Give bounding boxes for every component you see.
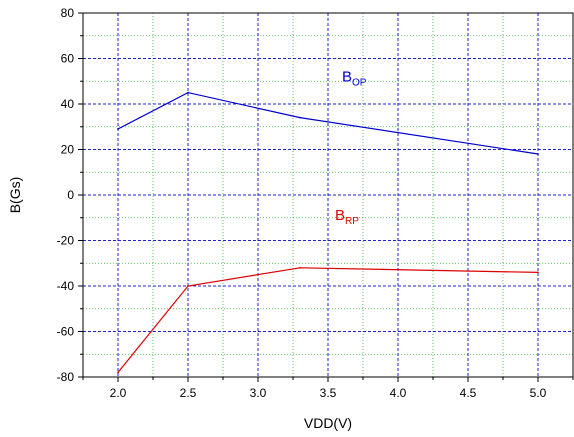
axis-ticks: 2.0 2.5 3.0 3.5 4.0 4.5 5.0 -80 -60 -40 -20 0 20 40 60… <box>57 6 574 400</box>
x-tick-label: 2.0 <box>110 386 127 400</box>
data-point-brp <box>117 371 119 374</box>
major-grid <box>83 13 573 377</box>
data-point-bop <box>117 128 119 130</box>
y-tick-label: 40 <box>61 97 75 111</box>
y-tick-label: -60 <box>57 325 75 339</box>
series-annotation-brp: BRP <box>335 207 359 227</box>
annotation-subscript: RP <box>345 216 359 227</box>
y-tick-label: -80 <box>57 370 75 384</box>
data-point-brp <box>537 271 539 274</box>
annotation-subscript: OP <box>352 77 367 88</box>
x-tick-label: 3.5 <box>320 386 337 400</box>
y-tick-label: 20 <box>61 143 75 157</box>
x-tick-label: 4.0 <box>390 386 407 400</box>
y-tick-label: -20 <box>57 234 75 248</box>
data-point-bop <box>187 91 189 94</box>
series-line-bop <box>117 91 539 155</box>
y-axis-title: B(Gs) <box>7 177 23 214</box>
y-tick-label: -40 <box>57 279 75 293</box>
y-tick-label: 0 <box>67 188 74 202</box>
y-tick-label: 80 <box>61 6 75 20</box>
x-tick-label: 4.5 <box>460 386 477 400</box>
x-tick-label: 5.0 <box>530 386 547 400</box>
annotation-main: B <box>342 68 352 85</box>
x-tick-label: 3.0 <box>250 386 267 400</box>
data-point-bop <box>537 153 539 155</box>
data-point-brp <box>187 285 189 287</box>
x-axis-title: VDD(V) <box>304 415 352 431</box>
y-tick-label: 60 <box>61 52 75 66</box>
series-annotation-bop: BOP <box>342 68 367 88</box>
series-line-brp <box>117 267 539 373</box>
series-group <box>117 91 539 374</box>
data-point-bop <box>299 116 301 119</box>
annotation-main: B <box>335 207 345 224</box>
data-point-brp <box>299 266 301 269</box>
x-tick-label: 2.5 <box>180 386 197 400</box>
